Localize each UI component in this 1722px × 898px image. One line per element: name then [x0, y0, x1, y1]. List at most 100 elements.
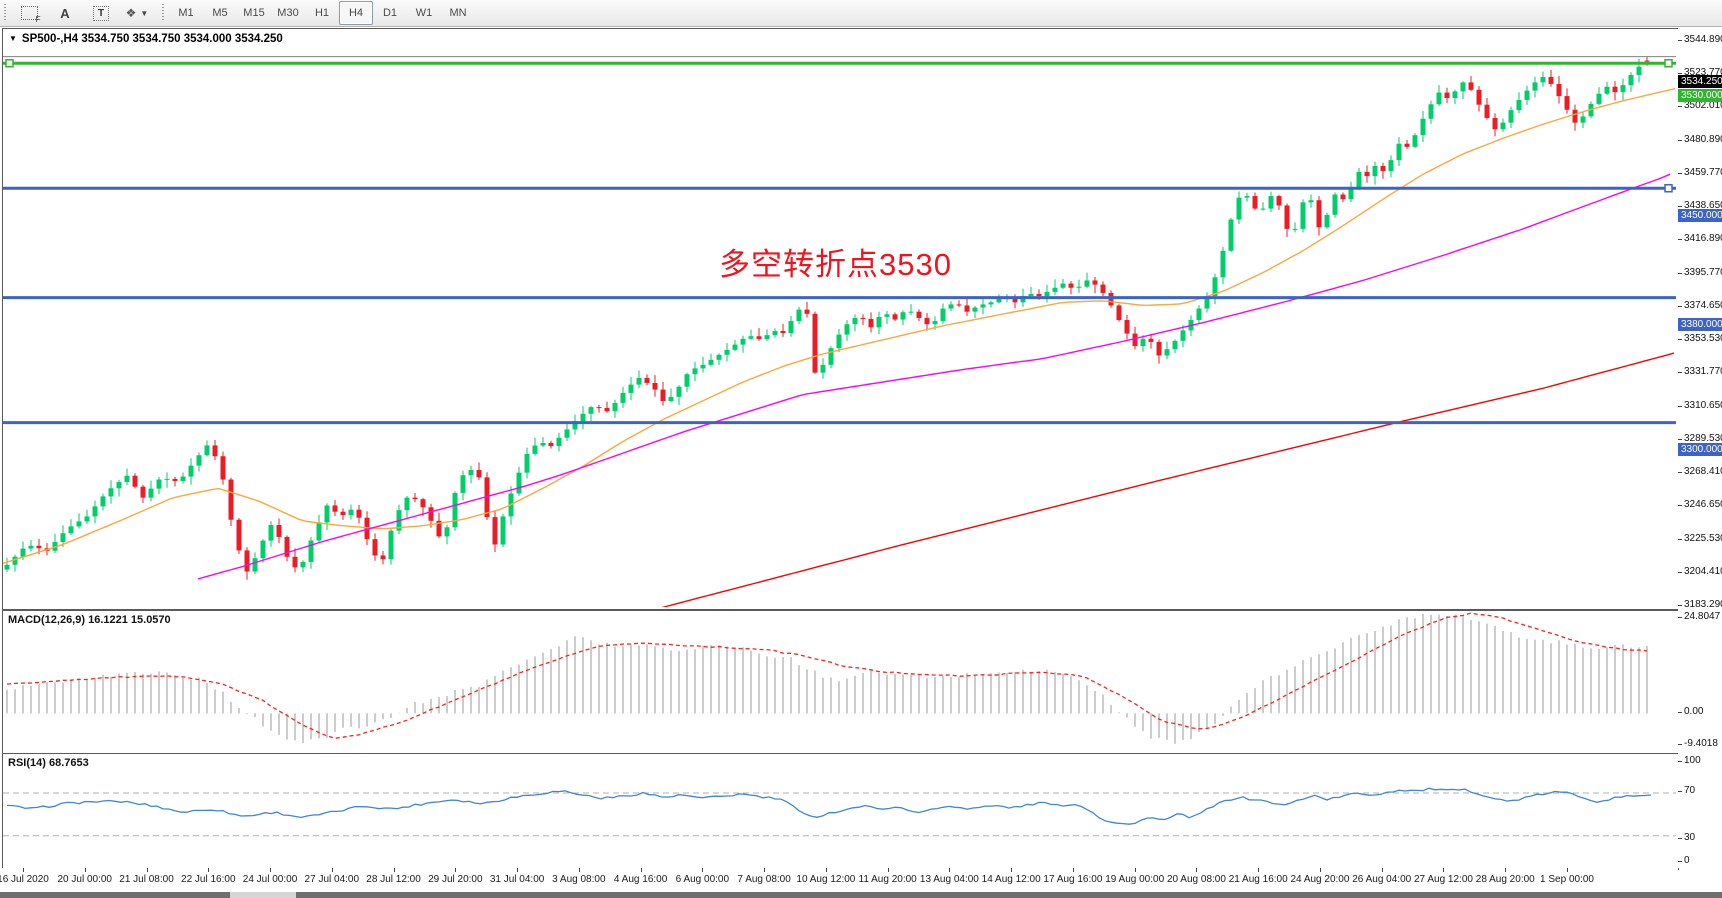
rsi-axis-label: 30 — [1684, 832, 1696, 843]
time-axis-label: 10 Aug 12:00 — [796, 874, 856, 885]
toolbar-drag-handle[interactable] — [161, 4, 166, 22]
rsi-chart — [3, 787, 1676, 837]
time-axis-label: 29 Jul 20:00 — [428, 874, 483, 885]
dropdown-triangle-icon: ▼ — [9, 34, 17, 43]
text-icon: A — [60, 5, 70, 21]
text-tool-button[interactable]: A — [47, 1, 83, 25]
time-axis-label: 27 Jul 04:00 — [304, 874, 360, 885]
macd-label: MACD(12,26,9) 16.1221 15.0570 — [8, 614, 171, 626]
time-axis-label: 16 Jul 2020 — [0, 874, 49, 885]
text-label-icon: T — [93, 5, 109, 21]
time-axis-label: 19 Aug 00:00 — [1105, 874, 1165, 885]
time-axis-label: 22 Jul 16:00 — [181, 874, 236, 885]
arrows-icon: ❖ — [125, 6, 138, 20]
macd-panel[interactable]: MACD(12,26,9) 16.1221 15.0570 — [2, 610, 1679, 754]
price-axis-label: 3459.770 — [1684, 166, 1722, 178]
timeframe-button-w1[interactable]: W1 — [415, 7, 433, 19]
chart-scrollbar-thumb[interactable] — [230, 892, 296, 898]
text-label-tool-button[interactable]: T — [83, 1, 119, 25]
timeframe-button-d1[interactable]: D1 — [382, 7, 398, 19]
price-axis-label: 3544.890 — [1684, 34, 1722, 45]
time-axis-label: 31 Jul 04:00 — [489, 874, 545, 885]
timeframe-button-m15[interactable]: M15 — [243, 7, 265, 19]
ma-mid-magenta — [197, 173, 1671, 580]
time-axis-label: 28 Jul 12:00 — [366, 874, 421, 885]
rsi-axis-label: 0 — [1684, 855, 1690, 866]
time-axis-label: 24 Aug 20:00 — [1290, 874, 1350, 885]
toolbar: F A T ❖ ▼ M1 M5 M15 M30 H1 H4 D1 W1 MN — [0, 0, 1722, 27]
macd-signal-line — [6, 612, 1648, 739]
toolbar-drag-handle[interactable] — [3, 4, 8, 22]
chevron-down-icon: ▼ — [140, 8, 149, 18]
time-axis-label: 20 Jul 00:00 — [57, 874, 113, 885]
time-axis-label: 7 Aug 08:00 — [737, 874, 791, 885]
ma-slow-red — [661, 352, 1675, 607]
timeframe-button-m1[interactable]: M1 — [178, 7, 194, 19]
price-axis-label: 3480.890 — [1684, 133, 1722, 145]
current-price-tag: 3534.250 — [1678, 75, 1722, 88]
timeframe-button-h1[interactable]: H1 — [314, 7, 330, 19]
time-axis-label: 3 Aug 08:00 — [552, 874, 606, 885]
timeframe-button-mn[interactable]: MN — [449, 7, 467, 19]
level-price-tag: 3530.000 — [1678, 88, 1722, 102]
price-axis-label: 3502.010 — [1684, 100, 1722, 112]
time-axis[interactable]: 16 Jul 2020 20 Jul 00:00 21 Jul 08:00 22 Ju… — [0, 868, 1678, 891]
fibonacci-tool-button[interactable]: F — [11, 1, 47, 25]
time-axis-label: 26 Aug 04:00 — [1352, 874, 1412, 885]
price-chart-panel[interactable]: ▼ SP500-,H4 3534.750 3534.750 3534.000 35… — [2, 28, 1679, 610]
time-axis-label: 14 Aug 12:00 — [981, 874, 1041, 885]
fibonacci-icon: F — [20, 6, 41, 24]
macd-axis-label: -9.4018 — [1684, 738, 1718, 749]
line-handle — [1664, 184, 1673, 193]
price-axis-label: 3289.530 — [1684, 432, 1722, 444]
price-axis-label: 3523.770 — [1684, 67, 1722, 79]
time-axis-label: 17 Aug 16:00 — [1043, 874, 1103, 885]
macd-chart — [6, 612, 1648, 744]
macd-axis-label: 0.00 — [1684, 706, 1704, 717]
time-axis-label: 11 Aug 20:00 — [858, 874, 917, 885]
price-axis-label: 3183.290 — [1684, 598, 1722, 610]
chart-scrollbar[interactable] — [0, 892, 1722, 898]
timeframe-button-m5[interactable]: M5 — [212, 7, 228, 19]
rsi-axis-label: 70 — [1684, 785, 1696, 796]
rsi-label: RSI(14) 68.7653 — [8, 757, 89, 769]
price-axis[interactable]: 3544.890 3523.770 3502.010 3480.890 3459.770… — [1678, 28, 1722, 868]
line-handle — [5, 59, 14, 68]
time-axis-label: 24 Jul 00:00 — [242, 874, 298, 885]
arrows-tool-button[interactable]: ❖ ▼ — [119, 1, 155, 25]
rsi-panel[interactable]: RSI(14) 68.7653 — [2, 753, 1679, 870]
candlestick-chart — [3, 56, 1676, 607]
time-axis-label: 28 Aug 20:00 — [1475, 874, 1535, 885]
time-axis-label: 1 Sep 00:00 — [1540, 874, 1594, 885]
chart-title: ▼ SP500-,H4 3534.750 3534.750 3534.000 35… — [9, 33, 283, 45]
rsi-line — [6, 787, 1652, 825]
price-axis-label: 3331.770 — [1684, 366, 1722, 378]
price-axis-label: 3225.530 — [1684, 532, 1722, 544]
price-axis-label: 3268.410 — [1684, 466, 1722, 478]
timeframe-button-m30[interactable]: M30 — [277, 7, 299, 19]
price-axis-label: 3353.530 — [1684, 333, 1722, 345]
macd-axis-label: 24.8047 — [1684, 611, 1721, 622]
time-axis-label: 21 Jul 08:00 — [119, 874, 174, 885]
time-axis-label: 13 Aug 04:00 — [919, 874, 979, 885]
time-axis-label: 20 Aug 08:00 — [1166, 874, 1226, 885]
chart-annotation-text[interactable]: 多空转折点3530 — [719, 247, 952, 282]
level-price-tag: 3450.000 — [1678, 208, 1722, 222]
timeframe-button-h4[interactable]: H4 — [339, 1, 373, 25]
level-price-tag: 3300.000 — [1678, 443, 1722, 457]
price-axis-label: 3395.770 — [1684, 266, 1722, 278]
time-axis-label: 4 Aug 16:00 — [613, 874, 668, 885]
ma-fast-orange — [3, 88, 1676, 564]
price-axis-label: 3204.410 — [1684, 565, 1722, 577]
price-axis-label: 3416.890 — [1684, 233, 1722, 245]
price-axis-label: 3246.650 — [1684, 499, 1722, 511]
line-handle — [1664, 59, 1673, 68]
level-price-tag: 3380.000 — [1678, 318, 1722, 332]
rsi-axis-label: 100 — [1684, 755, 1701, 766]
price-axis-label: 3438.650 — [1684, 200, 1722, 212]
price-axis-label: 3374.650 — [1684, 299, 1722, 311]
time-axis-label: 21 Aug 16:00 — [1228, 874, 1288, 885]
time-axis-label: 27 Aug 12:00 — [1413, 874, 1473, 885]
timeframe-button-group: M1 M5 M15 M30 H1 H4 D1 W1 MN — [169, 1, 475, 25]
price-axis-label: 3310.650 — [1684, 399, 1722, 411]
